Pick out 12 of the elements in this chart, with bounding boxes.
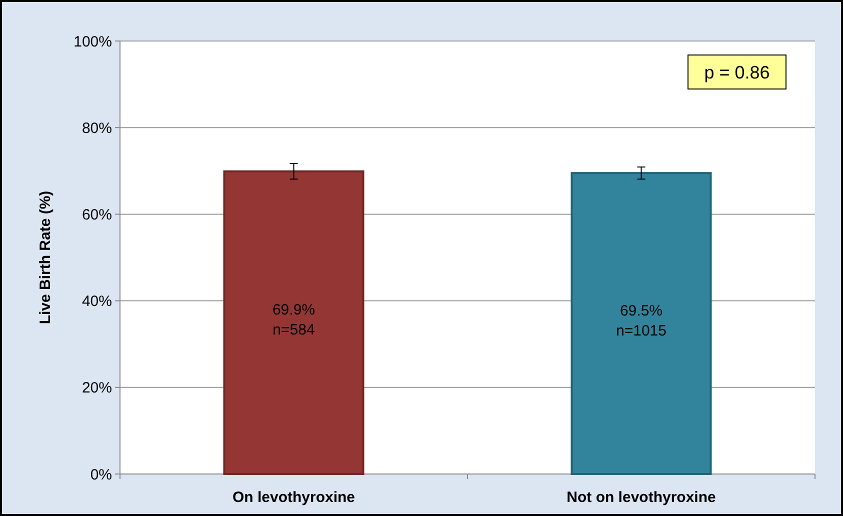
data-label: 69.5% n=1015 <box>616 302 666 340</box>
y-tick-label: 80% <box>82 120 112 137</box>
y-tick-label: 60% <box>82 206 112 224</box>
y-tick-label: 0% <box>90 466 112 484</box>
annotation: p = 0.86 <box>704 62 770 82</box>
x-tick-label: Not on levothyroxine <box>566 489 716 506</box>
y-axis-title: Live Birth Rate (%) <box>37 190 54 324</box>
y-tick-label: 20% <box>82 380 112 397</box>
data-label: 69.9% n=584 <box>272 302 316 339</box>
x-tick-label: On levothyroxine <box>232 489 356 506</box>
y-tick-label: 100% <box>74 33 112 50</box>
y-tick-label: 40% <box>82 293 112 310</box>
